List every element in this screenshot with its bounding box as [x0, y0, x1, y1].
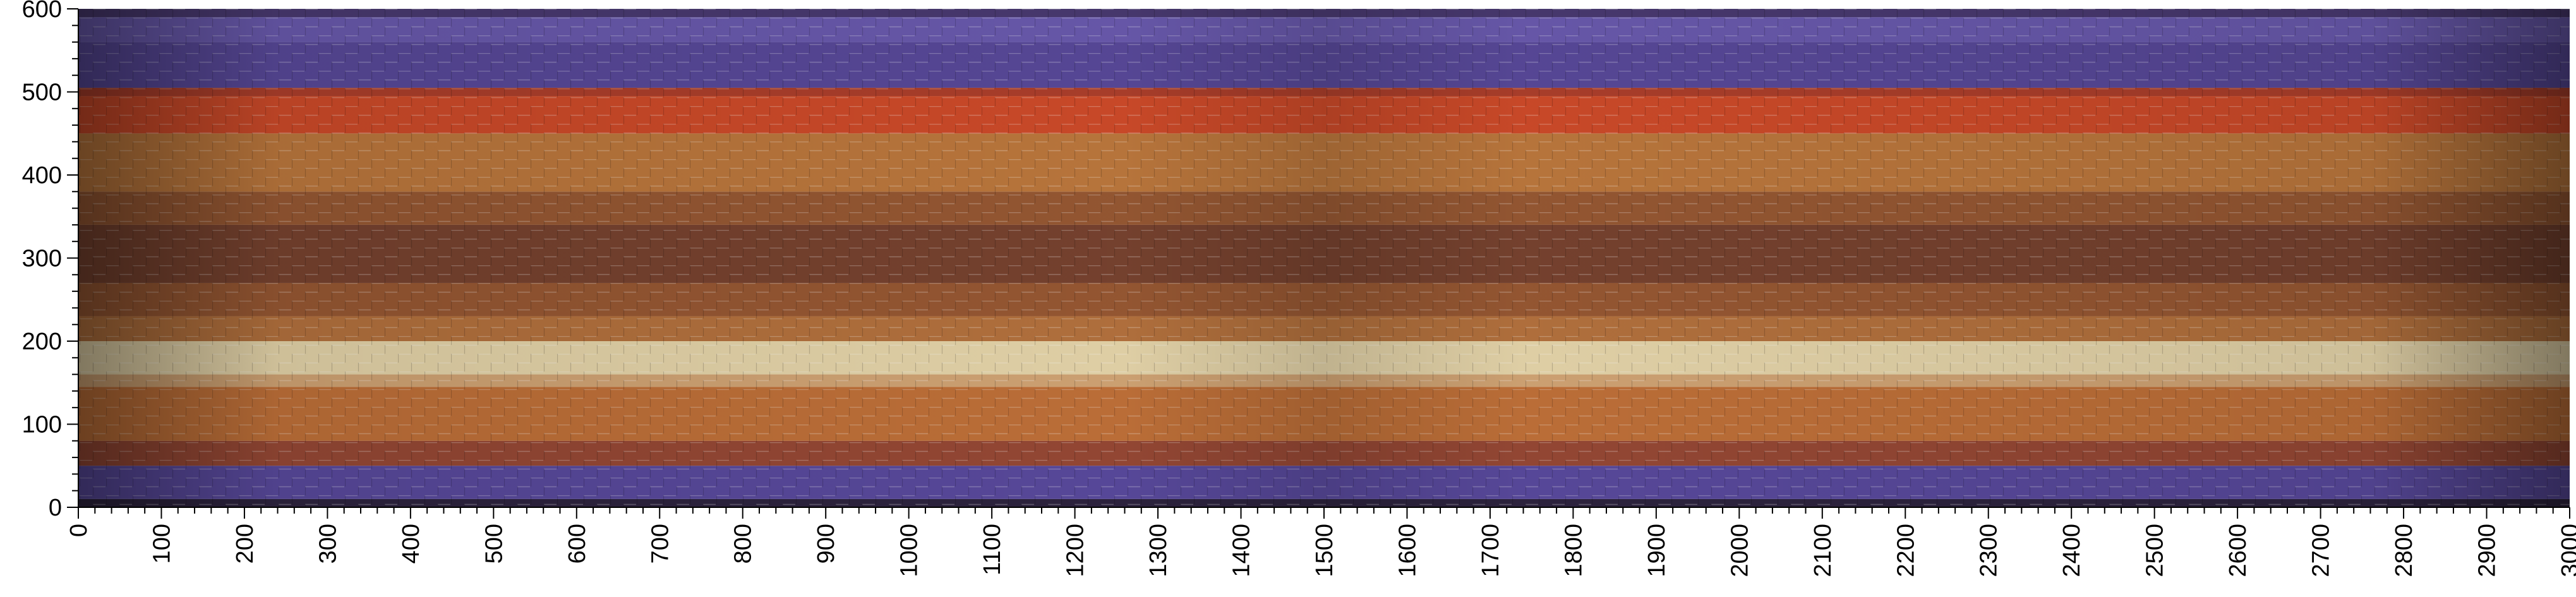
y-tick-label: 300: [22, 246, 62, 272]
x-tick-label: 2200: [1893, 524, 1919, 577]
x-tick-label: 1000: [896, 524, 923, 577]
x-tick-label: 500: [481, 524, 507, 564]
y-tick-label: 400: [22, 162, 62, 189]
y-tick-label: 200: [22, 329, 62, 355]
x-tick-label: 2000: [1726, 524, 1753, 577]
x-tick-label: 1100: [979, 524, 1006, 576]
x-tick-label: 2400: [2059, 524, 2085, 577]
x-tick-label: 0: [66, 524, 92, 537]
x-tick-label: 900: [813, 524, 840, 564]
x-tick-label: 300: [315, 524, 341, 564]
x-tick-label: 1800: [1560, 524, 1587, 577]
x-tick-label: 1900: [1644, 524, 1670, 577]
x-tick-label: 3000: [2557, 524, 2576, 577]
x-tick-label: 2500: [2142, 524, 2169, 577]
axes: 0 100 200 300 400 500 600 700 800 900 1000 1100 1200…: [22, 0, 2576, 577]
y-tick-label: 500: [22, 80, 62, 106]
shading-overlay: [78, 9, 2570, 507]
y-tick-label: 100: [22, 412, 62, 438]
x-tick-label: 1500: [1311, 524, 1338, 577]
x-tick-label: 600: [564, 524, 591, 564]
x-tick-label: 2700: [2308, 524, 2335, 577]
x-tick-label: 2900: [2474, 524, 2501, 577]
y-tick-label: 600: [22, 0, 62, 23]
x-tick-label: 400: [398, 524, 424, 564]
x-tick-label: 2300: [1976, 524, 2002, 577]
x-tick-label: 1600: [1394, 524, 1421, 577]
x-tick-label: 200: [232, 524, 258, 564]
y-tick-label: 0: [49, 495, 62, 521]
x-tick-label: 2100: [1810, 524, 1836, 577]
x-tick-label: 1700: [1478, 524, 1504, 577]
x-tick-label: 100: [148, 524, 175, 564]
x-tick-label: 800: [730, 524, 757, 564]
x-tick-label: 2800: [2391, 524, 2417, 577]
x-tick-label: 1400: [1229, 524, 1255, 577]
x-tick-label: 2600: [2225, 524, 2251, 577]
x-tick-label: 1300: [1145, 524, 1172, 577]
x-tick-label: 1200: [1062, 524, 1089, 577]
x-tick-label: 700: [647, 524, 673, 564]
